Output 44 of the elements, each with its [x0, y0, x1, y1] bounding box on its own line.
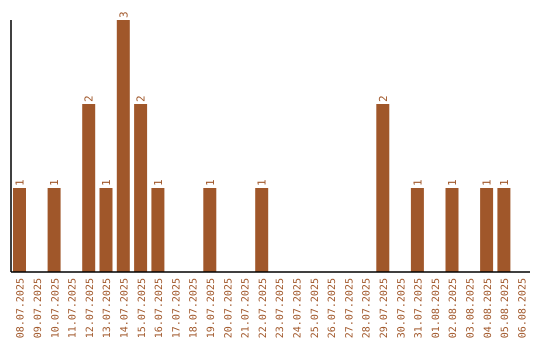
- x-tick-label: 16.07.2025: [154, 278, 166, 338]
- x-tick-label: 23.07.2025: [275, 278, 286, 338]
- x-tick-label: 09.07.2025: [32, 278, 44, 338]
- x-tick-label: 05.08.2025: [500, 278, 512, 338]
- x-tick-label: 06.08.2025: [517, 278, 528, 338]
- x-tick-label: 13.07.2025: [102, 278, 114, 338]
- x-tick-label: 10.07.2025: [50, 278, 62, 338]
- x-tick-label: 01.08.2025: [430, 278, 442, 338]
- x-tick-label: 19.07.2025: [206, 278, 217, 338]
- x-tick-label: 04.08.2025: [482, 278, 494, 338]
- x-tick-label: 22.07.2025: [258, 278, 269, 338]
- data-label: 1: [152, 179, 165, 186]
- x-tick-label: 28.07.2025: [362, 278, 373, 338]
- data-label: 1: [48, 179, 62, 186]
- x-tick-label: 25.07.2025: [310, 278, 321, 338]
- x-tick-label: 02.08.2025: [448, 278, 460, 338]
- data-label: 2: [134, 95, 148, 102]
- x-tick-label: 12.07.2025: [84, 278, 96, 338]
- x-tick-label: 17.07.2025: [171, 278, 182, 338]
- data-label: 1: [256, 179, 269, 186]
- data-label: 1: [14, 179, 26, 186]
- data-label: 2: [376, 95, 390, 102]
- data-label: 1: [446, 179, 459, 186]
- x-tick-label: 18.07.2025: [188, 278, 200, 338]
- x-tick-label: 29.07.2025: [378, 278, 390, 338]
- x-tick-label: 15.07.2025: [136, 278, 148, 338]
- data-label: 1: [480, 179, 494, 186]
- data-label: 2: [82, 95, 96, 102]
- data-label: 1: [204, 179, 217, 186]
- data-label: 1: [411, 179, 424, 186]
- x-tick-label: 31.07.2025: [414, 278, 425, 338]
- x-tick-label: 11.07.2025: [68, 278, 79, 338]
- x-tick-label: 20.07.2025: [223, 278, 234, 338]
- x-tick-label: 14.07.2025: [119, 278, 130, 338]
- x-tick-label: 27.07.2025: [344, 278, 356, 338]
- data-label: 3: [117, 11, 130, 18]
- x-tick-label: 08.07.2025: [16, 278, 27, 338]
- data-label: 1: [100, 179, 113, 186]
- data-label: 1: [498, 179, 511, 186]
- x-tick-label: 30.07.2025: [396, 278, 408, 338]
- x-tick-label: 21.07.2025: [240, 278, 252, 338]
- x-tick-label: 24.07.2025: [292, 278, 304, 338]
- x-tick-label: 03.08.2025: [465, 278, 476, 338]
- x-tick-label: 26.07.2025: [327, 278, 338, 338]
